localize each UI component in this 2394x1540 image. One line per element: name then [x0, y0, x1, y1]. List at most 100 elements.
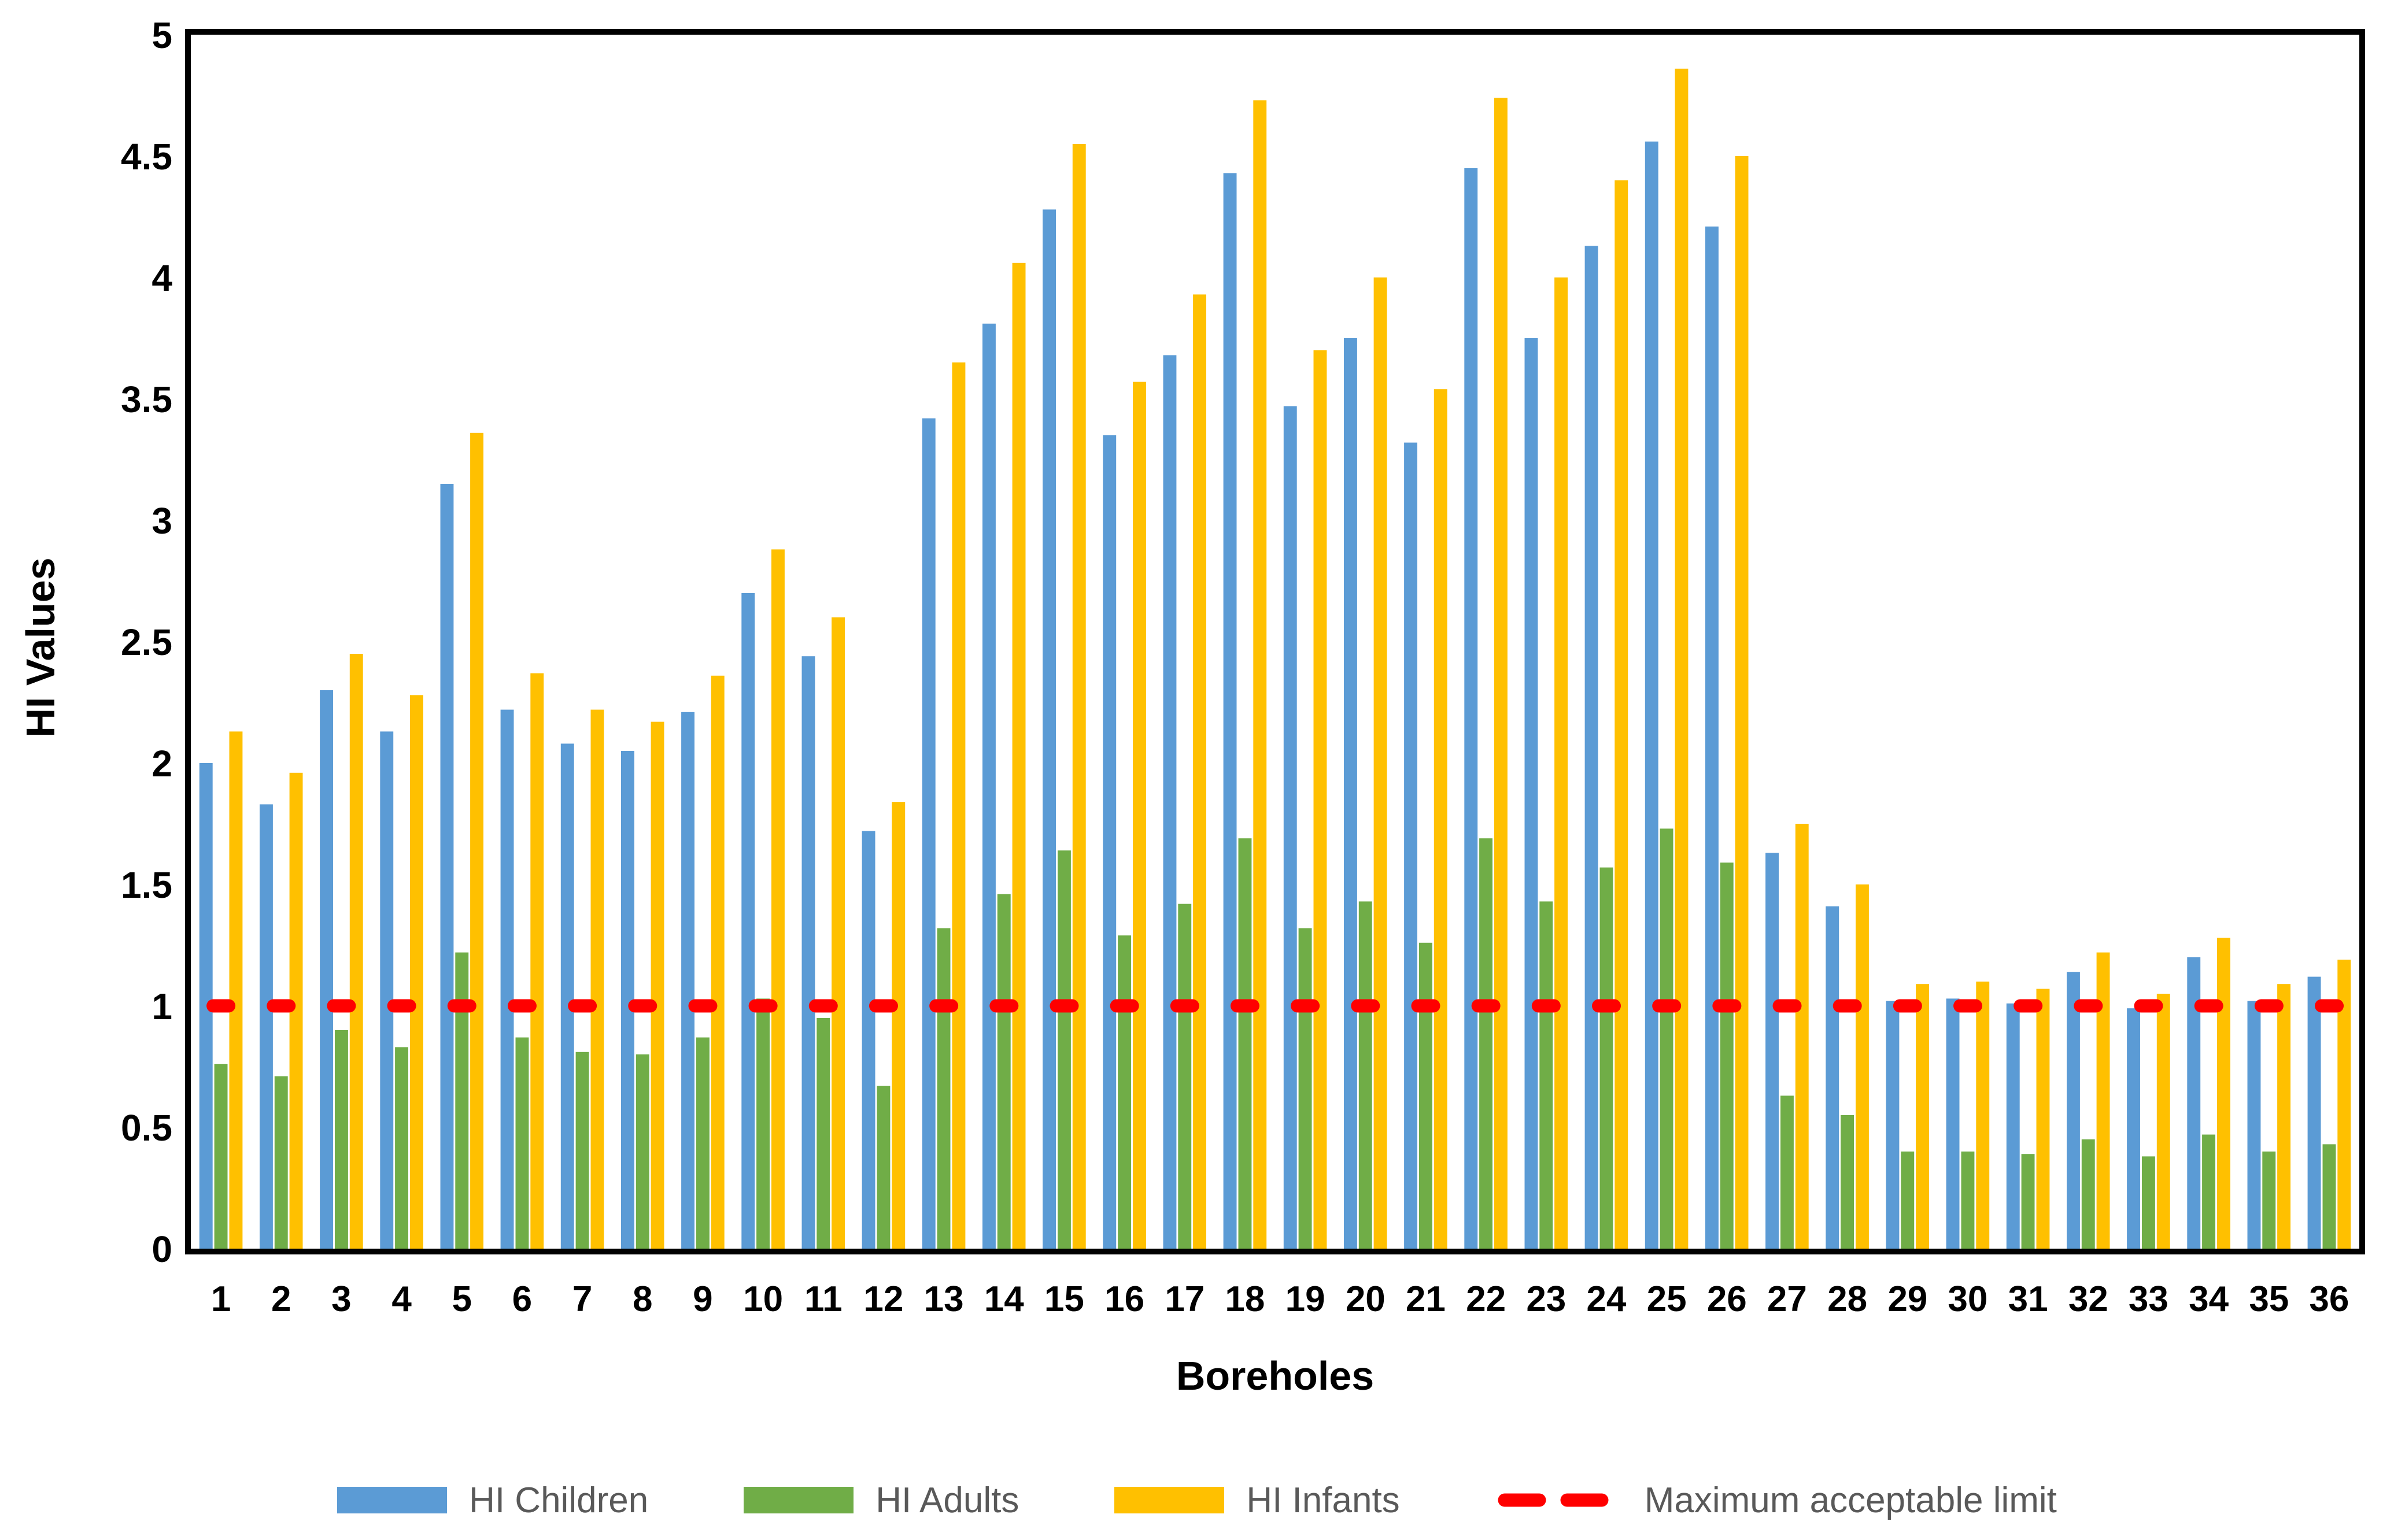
bar-hi-children-24	[1584, 246, 1598, 1249]
x-tick-label-20: 20	[1346, 1279, 1386, 1319]
bar-hi-infants-11	[832, 617, 845, 1249]
bar-hi-children-22	[1464, 168, 1478, 1249]
y-tick-label-3.5: 3.5	[121, 379, 172, 420]
bar-hi-adults-34	[2202, 1134, 2215, 1249]
bar-hi-children-23	[1524, 338, 1538, 1249]
legend-swatch-icon	[337, 1487, 448, 1513]
bar-hi-children-6	[500, 709, 514, 1249]
bar-hi-children-1	[199, 763, 213, 1249]
bar-hi-children-18	[1223, 173, 1237, 1249]
bar-hi-children-29	[1886, 1001, 1900, 1249]
bar-hi-children-34	[2187, 957, 2201, 1249]
x-tick-label-16: 16	[1104, 1279, 1144, 1319]
bar-hi-adults-3	[335, 1030, 348, 1249]
legend-item-1: HI Adults	[744, 1480, 1019, 1521]
bar-hi-adults-25	[1660, 828, 1673, 1249]
bar-hi-infants-25	[1675, 68, 1689, 1249]
legend-label: HI Infants	[1246, 1480, 1400, 1520]
legend: HI Children HI Adults HI Infants Maximum ac…	[0, 1465, 2394, 1535]
bar-hi-adults-5	[455, 952, 469, 1249]
bar-hi-infants-28	[1856, 884, 1869, 1249]
x-tick-label-36: 36	[2309, 1279, 2349, 1319]
bar-hi-adults-17	[1178, 904, 1192, 1249]
bar-hi-infants-22	[1494, 98, 1508, 1249]
y-tick-label-1: 1	[152, 986, 172, 1027]
bar-hi-infants-27	[1795, 824, 1809, 1249]
bar-hi-adults-35	[2262, 1152, 2276, 1249]
x-tick-label-32: 32	[2068, 1279, 2108, 1319]
bar-hi-adults-18	[1238, 838, 1252, 1249]
plot-border	[185, 29, 2365, 1254]
bar-hi-infants-26	[1735, 156, 1749, 1249]
bar-hi-children-14	[982, 323, 996, 1249]
x-tick-label-13: 13	[924, 1279, 964, 1319]
bar-hi-infants-9	[711, 675, 725, 1249]
bar-hi-infants-18	[1253, 100, 1267, 1249]
bar-hi-adults-23	[1539, 901, 1553, 1249]
legend-item-0: HI Children	[337, 1480, 648, 1521]
bar-hi-infants-1	[229, 731, 243, 1249]
bar-hi-adults-21	[1419, 942, 1432, 1249]
bar-hi-infants-23	[1554, 277, 1568, 1249]
y-tick-label-0: 0	[152, 1228, 172, 1270]
x-tick-label-35: 35	[2249, 1279, 2289, 1319]
x-tick-label-11: 11	[804, 1279, 843, 1319]
legend-swatch-icon	[744, 1487, 854, 1513]
y-tick-label-2: 2	[152, 743, 172, 784]
bar-hi-adults-13	[937, 928, 951, 1249]
legend-swatch-icon	[1114, 1487, 1225, 1513]
bar-hi-infants-3	[349, 654, 363, 1249]
x-tick-label-26: 26	[1707, 1279, 1747, 1319]
bar-hi-adults-31	[2021, 1154, 2035, 1249]
bar-hi-adults-22	[1479, 838, 1492, 1249]
x-tick-label-18: 18	[1225, 1279, 1265, 1319]
x-axis-title: Boreholes	[1176, 1353, 1375, 1398]
bar-hi-adults-10	[756, 998, 770, 1249]
y-tick-label-1.5: 1.5	[121, 864, 172, 906]
bar-hi-adults-19	[1298, 928, 1312, 1249]
bar-hi-infants-20	[1373, 277, 1387, 1249]
bar-hi-children-15	[1043, 209, 1056, 1249]
legend-label: HI Adults	[875, 1480, 1019, 1520]
x-tick-label-23: 23	[1526, 1279, 1566, 1319]
bar-hi-infants-30	[1976, 982, 1990, 1249]
bar-hi-adults-16	[1118, 935, 1131, 1249]
bar-hi-infants-34	[2217, 938, 2230, 1249]
bar-hi-infants-21	[1434, 389, 1447, 1249]
bar-hi-infants-5	[470, 432, 483, 1249]
bar-hi-children-2	[260, 804, 273, 1249]
bar-hi-adults-28	[1841, 1115, 1854, 1249]
bar-hi-children-20	[1344, 338, 1357, 1249]
x-tick-label-10: 10	[743, 1279, 783, 1319]
x-tick-label-29: 29	[1887, 1279, 1927, 1319]
bar-hi-adults-4	[395, 1047, 408, 1249]
y-tick-label-0.5: 0.5	[121, 1107, 172, 1149]
bar-hi-adults-30	[1961, 1152, 1975, 1249]
bar-hi-children-5	[440, 484, 454, 1249]
bar-hi-children-25	[1645, 141, 1658, 1249]
bar-hi-children-4	[380, 731, 394, 1249]
bar-hi-infants-16	[1133, 382, 1146, 1249]
bar-hi-infants-35	[2277, 984, 2290, 1249]
bar-hi-children-10	[741, 593, 755, 1249]
bar-hi-children-31	[2006, 1003, 2020, 1249]
x-tick-label-30: 30	[1948, 1279, 1987, 1319]
bar-hi-infants-32	[2096, 952, 2110, 1249]
bar-hi-adults-8	[636, 1054, 649, 1249]
x-tick-label-8: 8	[633, 1279, 652, 1319]
bar-hi-children-3	[320, 690, 333, 1249]
bar-hi-adults-9	[696, 1037, 710, 1249]
bar-hi-children-17	[1163, 355, 1177, 1249]
x-tick-label-3: 3	[331, 1279, 351, 1319]
bar-hi-adults-20	[1358, 901, 1372, 1249]
bar-hi-adults-15	[1058, 850, 1071, 1249]
bar-hi-adults-27	[1780, 1095, 1794, 1249]
y-tick-label-4: 4	[152, 257, 172, 299]
legend-label: Maximum acceptable limit	[1644, 1480, 2057, 1520]
bar-hi-infants-33	[2156, 994, 2170, 1249]
y-axis-title: HI Values	[18, 557, 63, 738]
bar-hi-children-36	[2307, 976, 2321, 1249]
bar-hi-infants-31	[2036, 989, 2050, 1249]
bar-hi-children-27	[1765, 853, 1779, 1249]
